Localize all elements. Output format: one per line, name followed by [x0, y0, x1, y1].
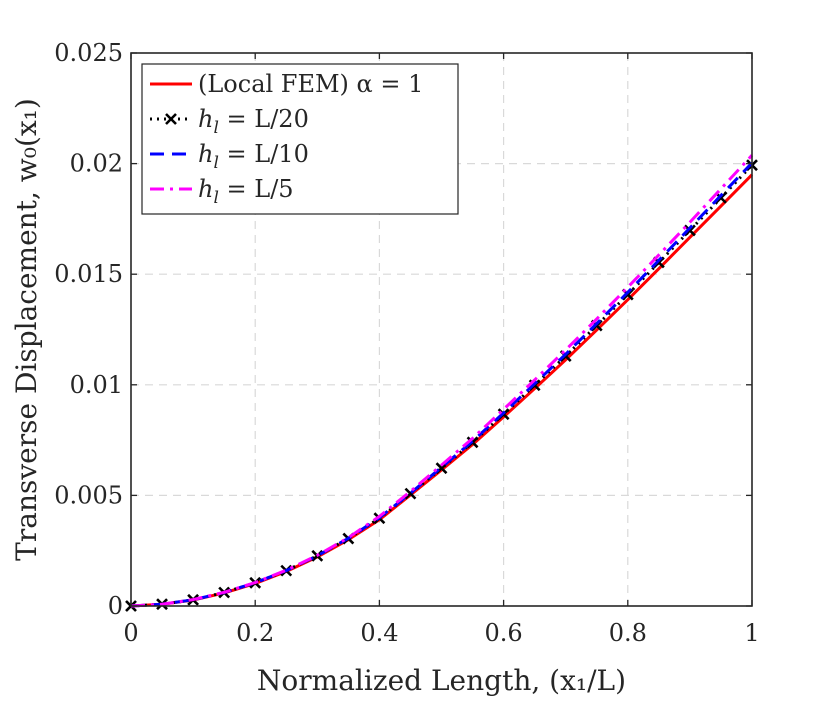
x-tick-label: 0	[123, 619, 138, 647]
series-4	[130, 154, 754, 608]
legend-label: hl = L/10	[198, 140, 309, 173]
y-tick-label: 0.015	[54, 260, 123, 288]
plot-frame	[130, 52, 753, 607]
legend-item: hl = L/20	[150, 105, 309, 138]
legend-item: (Local FEM) α = 1	[150, 70, 423, 98]
x-tick-label: 0.2	[236, 619, 274, 647]
x-axis-title: Normalized Length, (x₁/L)	[257, 664, 626, 697]
legend-item: hl = L/5	[150, 175, 294, 208]
data-point-marker	[165, 113, 177, 125]
y-tick-label: 0.02	[70, 150, 123, 178]
y-tick-label: 0.025	[54, 39, 123, 67]
axis-ticks: 0 0.2 0.4 0.6 0.8 1 0 0.005 0.01 0.015 0.02 0.025	[54, 39, 759, 647]
y-tick-label: 0.01	[70, 371, 123, 399]
legend-label: hl = L/5	[198, 175, 294, 208]
x-tick-label: 1	[744, 619, 759, 647]
y-axis-title: Transverse Displacement, w₀(x₁)	[10, 98, 43, 561]
legend-item: hl = L/10	[150, 140, 309, 173]
x-tick-label: 0.4	[360, 619, 398, 647]
legend-box	[141, 63, 459, 215]
data-point-marker	[683, 224, 696, 237]
legend-label: hl = L/20	[198, 105, 309, 138]
y-tick-label: 0	[108, 592, 123, 620]
y-tick-label: 0.005	[54, 481, 123, 509]
series-line	[130, 164, 754, 608]
x-tick-label: 0.8	[609, 619, 647, 647]
series-line	[130, 154, 754, 608]
legend-label: (Local FEM) α = 1	[198, 70, 423, 98]
x-tick-label: 0.6	[485, 619, 523, 647]
data-series	[125, 154, 758, 612]
